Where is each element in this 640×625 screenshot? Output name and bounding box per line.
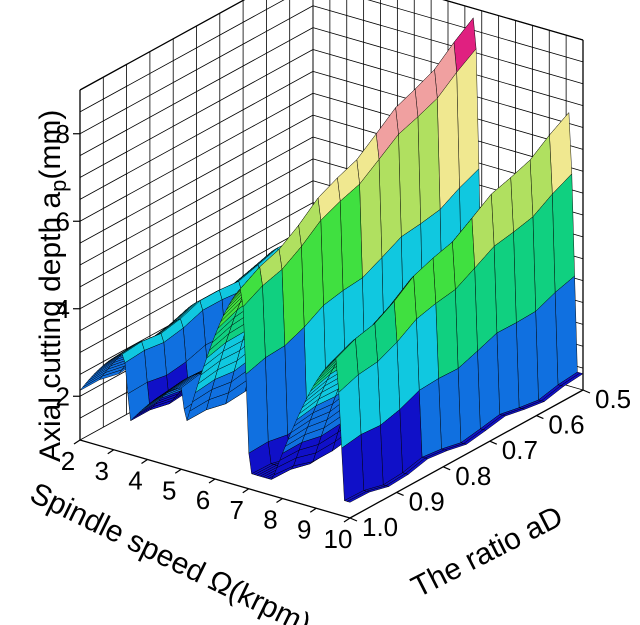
z-axis-title-main: Axial cutting depth a	[34, 192, 67, 462]
z-tick-label: 6	[56, 206, 70, 236]
surface-patch	[496, 322, 520, 415]
x-tick-label: 6	[196, 485, 210, 515]
frame-edge	[79, 0, 246, 91]
frame-edge	[349, 389, 584, 519]
surface-patch	[320, 200, 344, 306]
x-tick-label: 4	[128, 466, 142, 496]
x-tick-mark	[242, 488, 250, 494]
back-wall-grid-line	[312, 5, 584, 85]
x-tick-mark	[73, 439, 81, 445]
z-tick-label: 2	[56, 381, 70, 411]
y-tick-label: 0.7	[502, 435, 538, 465]
y-tick-mark	[536, 415, 544, 420]
surface-patch	[357, 361, 381, 435]
frame-edge	[442, 0, 584, 41]
back-wall-grid-line	[367, 0, 584, 63]
x-tick-label: 10	[324, 524, 353, 554]
y-tick-label: 0.8	[455, 461, 491, 491]
surface-patch	[435, 289, 459, 379]
axis-frame	[73, 0, 591, 523]
y-tick-mark	[442, 466, 451, 471]
x-tick-mark	[174, 468, 182, 474]
z-axis-title: Axial cutting depth ap(mm)	[34, 110, 71, 462]
surface-patch	[346, 491, 370, 503]
x-tick-mark	[107, 449, 115, 455]
surface-patch	[265, 345, 288, 442]
x-tick-label: 2	[61, 446, 75, 476]
x-tick-mark	[309, 507, 317, 513]
surface-patch	[513, 216, 536, 323]
x-tick-mark	[343, 517, 351, 523]
x-tick-mark	[276, 498, 283, 503]
surface-patch	[360, 425, 384, 491]
z-tick-label: 4	[56, 294, 70, 324]
x-tick-mark	[208, 478, 216, 484]
surface-patch	[418, 378, 442, 458]
surface-patch	[493, 231, 517, 334]
y-tick-label: 1.0	[362, 512, 398, 542]
y-tick-mark	[489, 440, 498, 445]
surface-mesh	[79, 17, 584, 503]
surface-patch	[554, 275, 578, 386]
surface-patch	[398, 116, 421, 238]
surface-patch	[339, 183, 363, 291]
x-tick-label: 9	[297, 514, 311, 544]
surface-patch	[416, 303, 439, 391]
z-axis-title-sub: p	[46, 180, 71, 192]
z-tick-label: 8	[56, 119, 70, 149]
surface-patch	[552, 173, 575, 293]
surface-patch	[516, 311, 539, 408]
y-tick-label: 0.6	[548, 410, 584, 440]
y-tick-label: 0.5	[595, 384, 631, 414]
x-tick-label: 7	[230, 495, 244, 525]
surface-patch	[417, 98, 441, 224]
y-tick-label: 0.9	[409, 486, 445, 516]
surface-patch	[245, 357, 269, 454]
surface-patch	[535, 292, 559, 401]
x-tick-label: 8	[263, 505, 277, 535]
surface-patch	[438, 368, 462, 450]
y-tick-mark	[349, 517, 358, 522]
surface-patch	[456, 48, 480, 189]
y-tick-mark	[582, 389, 591, 394]
y-tick-mark	[396, 491, 404, 496]
x-tick-label: 3	[95, 456, 109, 486]
x-tick-mark	[141, 459, 148, 464]
z-axis-title-unit: (mm)	[34, 110, 67, 180]
x-tick-label: 5	[162, 475, 176, 505]
